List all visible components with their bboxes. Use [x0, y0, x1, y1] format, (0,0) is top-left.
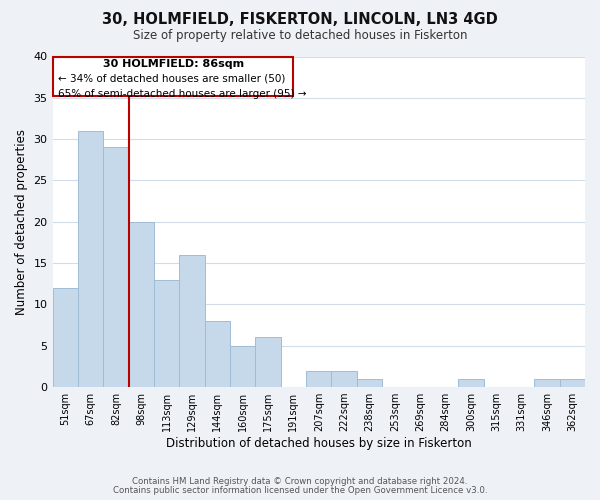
Bar: [205, 321, 230, 387]
Text: 65% of semi-detached houses are larger (95) →: 65% of semi-detached houses are larger (…: [58, 88, 307, 99]
Bar: [154, 280, 179, 387]
Bar: [357, 379, 382, 387]
Bar: [256, 338, 281, 387]
Bar: [179, 255, 205, 387]
Bar: [78, 131, 103, 387]
Bar: [230, 346, 256, 387]
Text: Contains public sector information licensed under the Open Government Licence v3: Contains public sector information licen…: [113, 486, 487, 495]
Bar: [534, 379, 560, 387]
Bar: [306, 370, 331, 387]
Bar: [53, 288, 78, 387]
Text: Contains HM Land Registry data © Crown copyright and database right 2024.: Contains HM Land Registry data © Crown c…: [132, 477, 468, 486]
Bar: [128, 222, 154, 387]
X-axis label: Distribution of detached houses by size in Fiskerton: Distribution of detached houses by size …: [166, 437, 472, 450]
Bar: [331, 370, 357, 387]
Bar: [560, 379, 585, 387]
Text: ← 34% of detached houses are smaller (50): ← 34% of detached houses are smaller (50…: [58, 74, 286, 84]
Y-axis label: Number of detached properties: Number of detached properties: [15, 129, 28, 315]
Text: 30 HOLMFIELD: 86sqm: 30 HOLMFIELD: 86sqm: [103, 59, 244, 69]
Text: Size of property relative to detached houses in Fiskerton: Size of property relative to detached ho…: [133, 29, 467, 42]
Bar: [458, 379, 484, 387]
Text: 30, HOLMFIELD, FISKERTON, LINCOLN, LN3 4GD: 30, HOLMFIELD, FISKERTON, LINCOLN, LN3 4…: [102, 12, 498, 28]
Bar: [103, 148, 128, 387]
FancyBboxPatch shape: [53, 56, 293, 96]
